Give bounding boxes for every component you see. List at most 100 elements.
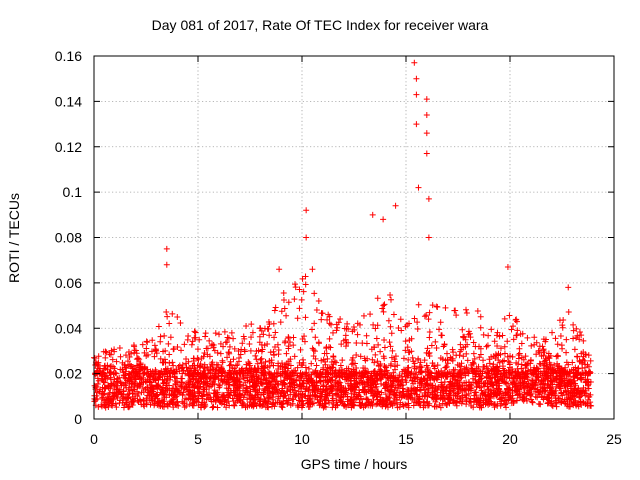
data-point bbox=[394, 404, 401, 411]
y-tick-label: 0.16 bbox=[55, 48, 82, 64]
data-point bbox=[497, 373, 504, 380]
data-point bbox=[319, 389, 326, 396]
data-point bbox=[500, 378, 507, 385]
data-point bbox=[318, 393, 325, 400]
data-point bbox=[492, 355, 499, 362]
data-point bbox=[145, 389, 152, 396]
data-point bbox=[405, 356, 412, 363]
data-point bbox=[305, 403, 312, 410]
data-point bbox=[567, 370, 574, 377]
data-point bbox=[516, 388, 523, 395]
data-point bbox=[205, 395, 212, 402]
data-point bbox=[494, 402, 501, 409]
data-point bbox=[230, 356, 237, 363]
data-point bbox=[502, 401, 509, 408]
data-point bbox=[338, 394, 345, 401]
data-point bbox=[483, 363, 490, 370]
data-point bbox=[466, 330, 473, 337]
data-point bbox=[242, 379, 249, 386]
data-point bbox=[234, 397, 241, 404]
data-point bbox=[128, 369, 135, 376]
data-point bbox=[281, 373, 288, 380]
data-point bbox=[212, 370, 219, 377]
data-point bbox=[466, 383, 473, 390]
data-point bbox=[285, 345, 292, 352]
data-point bbox=[381, 355, 388, 362]
data-point bbox=[281, 392, 288, 399]
data-point bbox=[372, 325, 379, 332]
data-point bbox=[217, 340, 224, 347]
data-point bbox=[291, 296, 298, 303]
data-point bbox=[424, 345, 431, 352]
data-point bbox=[117, 379, 124, 386]
data-point bbox=[286, 372, 293, 379]
data-point bbox=[108, 363, 115, 370]
data-point bbox=[428, 370, 435, 377]
data-point bbox=[309, 395, 316, 402]
data-point bbox=[140, 397, 147, 404]
data-point bbox=[363, 340, 370, 347]
data-point bbox=[294, 364, 301, 371]
data-point bbox=[433, 344, 440, 351]
data-point bbox=[181, 404, 188, 411]
data-point bbox=[364, 355, 371, 362]
data-point bbox=[405, 404, 412, 411]
data-point bbox=[182, 370, 189, 377]
data-point bbox=[503, 400, 510, 407]
data-point bbox=[152, 377, 159, 384]
data-point bbox=[122, 368, 129, 375]
data-point bbox=[334, 401, 341, 408]
data-point bbox=[204, 392, 211, 399]
data-point bbox=[483, 396, 490, 403]
data-point bbox=[441, 379, 448, 386]
data-point bbox=[448, 383, 455, 390]
data-point bbox=[424, 377, 431, 384]
data-point bbox=[480, 390, 487, 397]
data-point bbox=[111, 348, 118, 355]
data-point bbox=[383, 364, 390, 371]
data-point bbox=[541, 349, 548, 356]
data-point bbox=[229, 365, 236, 372]
data-point bbox=[161, 332, 168, 339]
data-point bbox=[476, 404, 483, 411]
data-point bbox=[388, 360, 395, 367]
data-point bbox=[541, 370, 548, 377]
data-point bbox=[376, 400, 383, 407]
data-point bbox=[328, 383, 335, 390]
data-point bbox=[313, 306, 320, 313]
data-point bbox=[550, 388, 557, 395]
data-point bbox=[373, 335, 380, 342]
data-point bbox=[388, 386, 395, 393]
data-point bbox=[392, 353, 399, 360]
data-point bbox=[528, 342, 535, 349]
data-point bbox=[504, 385, 511, 392]
data-point bbox=[476, 354, 483, 361]
data-point bbox=[141, 364, 148, 371]
data-point bbox=[201, 370, 208, 377]
data-point bbox=[94, 375, 101, 382]
data-point bbox=[457, 341, 464, 348]
data-point bbox=[553, 375, 560, 382]
data-point bbox=[174, 314, 181, 321]
data-point bbox=[286, 339, 293, 346]
data-point bbox=[417, 376, 424, 383]
data-point bbox=[582, 378, 589, 385]
data-point bbox=[568, 380, 575, 387]
data-point bbox=[406, 349, 413, 356]
data-point bbox=[258, 392, 265, 399]
data-point bbox=[275, 360, 282, 367]
data-point bbox=[517, 331, 524, 338]
data-point bbox=[165, 340, 172, 347]
data-point bbox=[239, 370, 246, 377]
data-point bbox=[298, 394, 305, 401]
data-point bbox=[381, 337, 388, 344]
data-point bbox=[464, 367, 471, 374]
data-point bbox=[371, 368, 378, 375]
data-point bbox=[387, 291, 394, 298]
data-point bbox=[415, 395, 422, 402]
data-point bbox=[531, 334, 538, 341]
data-point bbox=[389, 377, 396, 384]
data-point bbox=[474, 396, 481, 403]
data-point bbox=[459, 392, 466, 399]
data-point bbox=[178, 347, 185, 354]
